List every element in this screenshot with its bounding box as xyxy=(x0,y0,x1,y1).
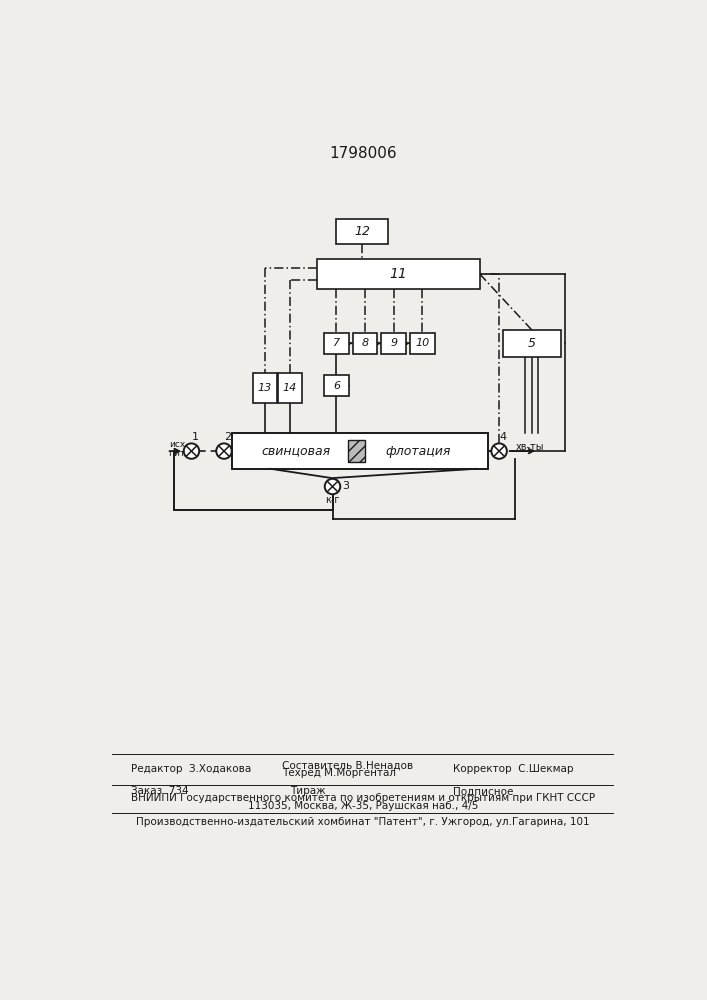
Text: пит.: пит. xyxy=(168,449,188,458)
Text: к-г: к-г xyxy=(325,495,340,505)
Bar xyxy=(503,330,561,357)
Bar xyxy=(353,333,378,354)
Circle shape xyxy=(491,443,507,459)
Bar xyxy=(232,433,488,469)
Bar xyxy=(317,259,480,289)
Text: 14: 14 xyxy=(283,383,297,393)
Text: 11: 11 xyxy=(390,267,407,281)
Text: 113035, Москва, Ж-35, Раушская наб., 4/5: 113035, Москва, Ж-35, Раушская наб., 4/5 xyxy=(247,801,478,811)
Text: Техред М.Моргентал: Техред М.Моргентал xyxy=(282,768,396,778)
Text: флотация: флотация xyxy=(386,445,451,458)
Circle shape xyxy=(325,479,340,494)
Text: исх.: исх. xyxy=(169,440,188,449)
Text: Редактор  З.Ходакова: Редактор З.Ходакова xyxy=(131,764,251,774)
Text: 10: 10 xyxy=(415,338,430,348)
Circle shape xyxy=(216,443,232,459)
Text: 13: 13 xyxy=(258,383,272,393)
Bar xyxy=(253,373,276,403)
Text: 12: 12 xyxy=(354,225,370,238)
Bar xyxy=(279,373,301,403)
Bar xyxy=(410,333,435,354)
Bar xyxy=(381,333,406,354)
Bar xyxy=(336,219,388,244)
Text: 7: 7 xyxy=(333,338,340,348)
Text: Корректор  С.Шекмар: Корректор С.Шекмар xyxy=(452,764,573,774)
Text: 3: 3 xyxy=(341,481,349,491)
Text: 4: 4 xyxy=(499,432,506,442)
Bar xyxy=(348,440,365,462)
Text: Производственно-издательский хомбинат "Патент", г. Ужгород, ул.Гагарина, 101: Производственно-издательский хомбинат "П… xyxy=(136,817,590,827)
Text: 9: 9 xyxy=(390,338,397,348)
Text: свинцовая: свинцовая xyxy=(261,445,330,458)
Bar xyxy=(324,333,349,354)
Bar xyxy=(324,375,349,396)
Text: 8: 8 xyxy=(361,338,368,348)
Text: Составитель В.Ненадов: Составитель В.Ненадов xyxy=(282,760,414,770)
Text: 1: 1 xyxy=(192,432,199,442)
Text: 1798006: 1798006 xyxy=(329,146,397,161)
Text: Тираж: Тираж xyxy=(290,786,325,796)
Circle shape xyxy=(184,443,199,459)
Text: Подписное: Подписное xyxy=(452,786,513,796)
Text: 6: 6 xyxy=(333,381,340,391)
Text: хв-ты: хв-ты xyxy=(516,442,544,452)
Text: 2: 2 xyxy=(224,432,231,442)
Text: 5: 5 xyxy=(527,337,536,350)
Text: ВНИИПИ Государственного комитета по изобретениям и открытиям при ГКНТ СССР: ВНИИПИ Государственного комитета по изоб… xyxy=(131,793,595,803)
Text: Заказ  734: Заказ 734 xyxy=(131,786,189,796)
